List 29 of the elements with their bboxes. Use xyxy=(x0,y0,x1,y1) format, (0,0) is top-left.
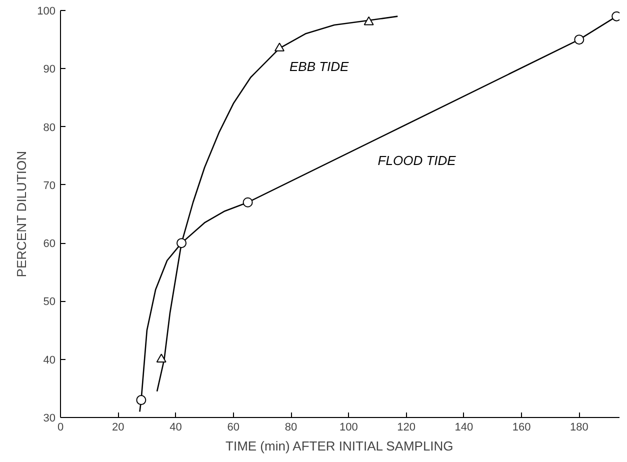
x-axis-title: TIME (min) AFTER INITIAL SAMPLING xyxy=(226,438,454,454)
x-tick-label: 20 xyxy=(112,422,124,434)
y-tick-label: 70 xyxy=(43,180,56,192)
y-axis-title: PERCENT DILUTION xyxy=(14,151,30,278)
y-tick-label: 80 xyxy=(43,122,56,134)
point xyxy=(136,395,146,406)
x-tick-label: 40 xyxy=(170,422,182,434)
point xyxy=(156,354,166,362)
y-tick-label: 40 xyxy=(43,354,56,366)
point xyxy=(274,42,284,52)
point xyxy=(364,16,374,26)
series-label: EBB TIDE xyxy=(289,58,350,74)
y-tick-label: 50 xyxy=(43,296,56,308)
x-tick-label: 0 xyxy=(57,422,64,434)
point xyxy=(574,34,584,45)
x-tick-label: 180 xyxy=(570,422,588,434)
x-tick-label: 80 xyxy=(284,422,298,434)
series-label: FLOOD TIDE xyxy=(378,152,456,168)
x-tick-label: 160 xyxy=(512,422,531,434)
x-tick-label: 60 xyxy=(227,422,240,434)
point xyxy=(176,238,187,248)
y-tick-label: 90 xyxy=(43,64,56,76)
x-tick-label: 120 xyxy=(397,422,416,434)
y-tick-label: 60 xyxy=(43,238,56,250)
x-tick-label: 100 xyxy=(339,422,358,434)
y-tick-label: 100 xyxy=(37,6,56,18)
y-tick-label: 30 xyxy=(43,412,56,424)
point xyxy=(242,197,253,208)
x-tick-label: 140 xyxy=(454,422,474,434)
